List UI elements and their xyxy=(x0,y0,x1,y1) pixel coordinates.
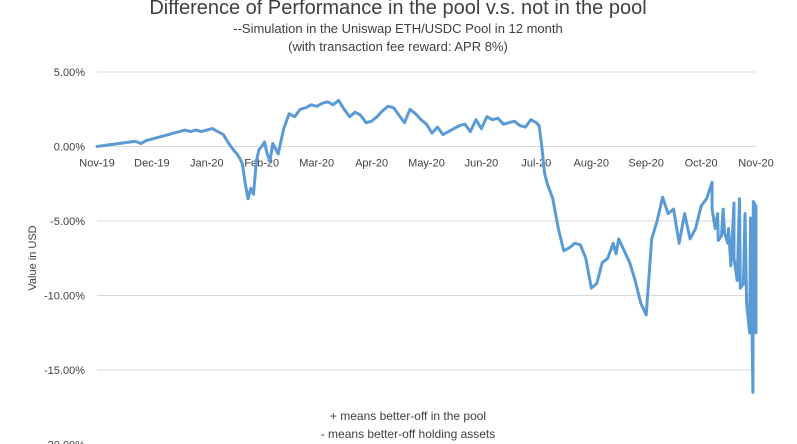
x-tick-label: Oct-20 xyxy=(685,158,718,170)
x-tick-label: Apr-20 xyxy=(355,158,388,170)
y-axis-title: Value in USD xyxy=(27,225,39,290)
x-tick-label: May-20 xyxy=(408,158,445,170)
x-tick-label: Jun-20 xyxy=(465,158,499,170)
chart-subtitle-line-2: (with transaction fee reward: APR 8%) xyxy=(288,39,508,54)
y-tick-label: -5.00% xyxy=(50,216,85,228)
y-tick-label: -20.00% xyxy=(44,440,85,444)
note-plus: + means better-off in the pool xyxy=(330,409,486,423)
series-layer xyxy=(95,98,758,394)
x-tick-label: Sep-20 xyxy=(628,158,663,170)
y-tick-label: -15.00% xyxy=(44,365,85,377)
x-tick-label: Nov-19 xyxy=(79,158,114,170)
series-line xyxy=(95,98,758,394)
note-minus: - means better-off holding assets xyxy=(321,427,496,441)
y-axis-tick-labels: 5.00% 0.00% -5.00% -10.00% -15.00% -20.00% xyxy=(44,67,85,444)
x-tick-label: Mar-20 xyxy=(299,158,334,170)
chart-subtitle-line-1: --Simulation in the Uniswap ETH/USDC Poo… xyxy=(233,21,562,36)
x-tick-label: Dec-19 xyxy=(134,158,169,170)
x-tick-label: Jul-20 xyxy=(521,158,551,170)
x-tick-label: Jan-20 xyxy=(190,158,224,170)
x-axis-tick-labels: Nov-19 Dec-19 Jan-20 Feb-20 Mar-20 Apr-20 May-… xyxy=(79,158,773,170)
x-tick-label: Nov-20 xyxy=(738,158,773,170)
x-tick-label: Feb-20 xyxy=(244,158,279,170)
chart-title: Difference of Performance in the pool v.… xyxy=(149,0,646,19)
y-tick-label: 5.00% xyxy=(54,67,85,79)
y-tick-label: 0.00% xyxy=(54,142,85,154)
y-tick-label: -10.00% xyxy=(44,291,85,303)
x-tick-label: Aug-20 xyxy=(574,158,609,170)
